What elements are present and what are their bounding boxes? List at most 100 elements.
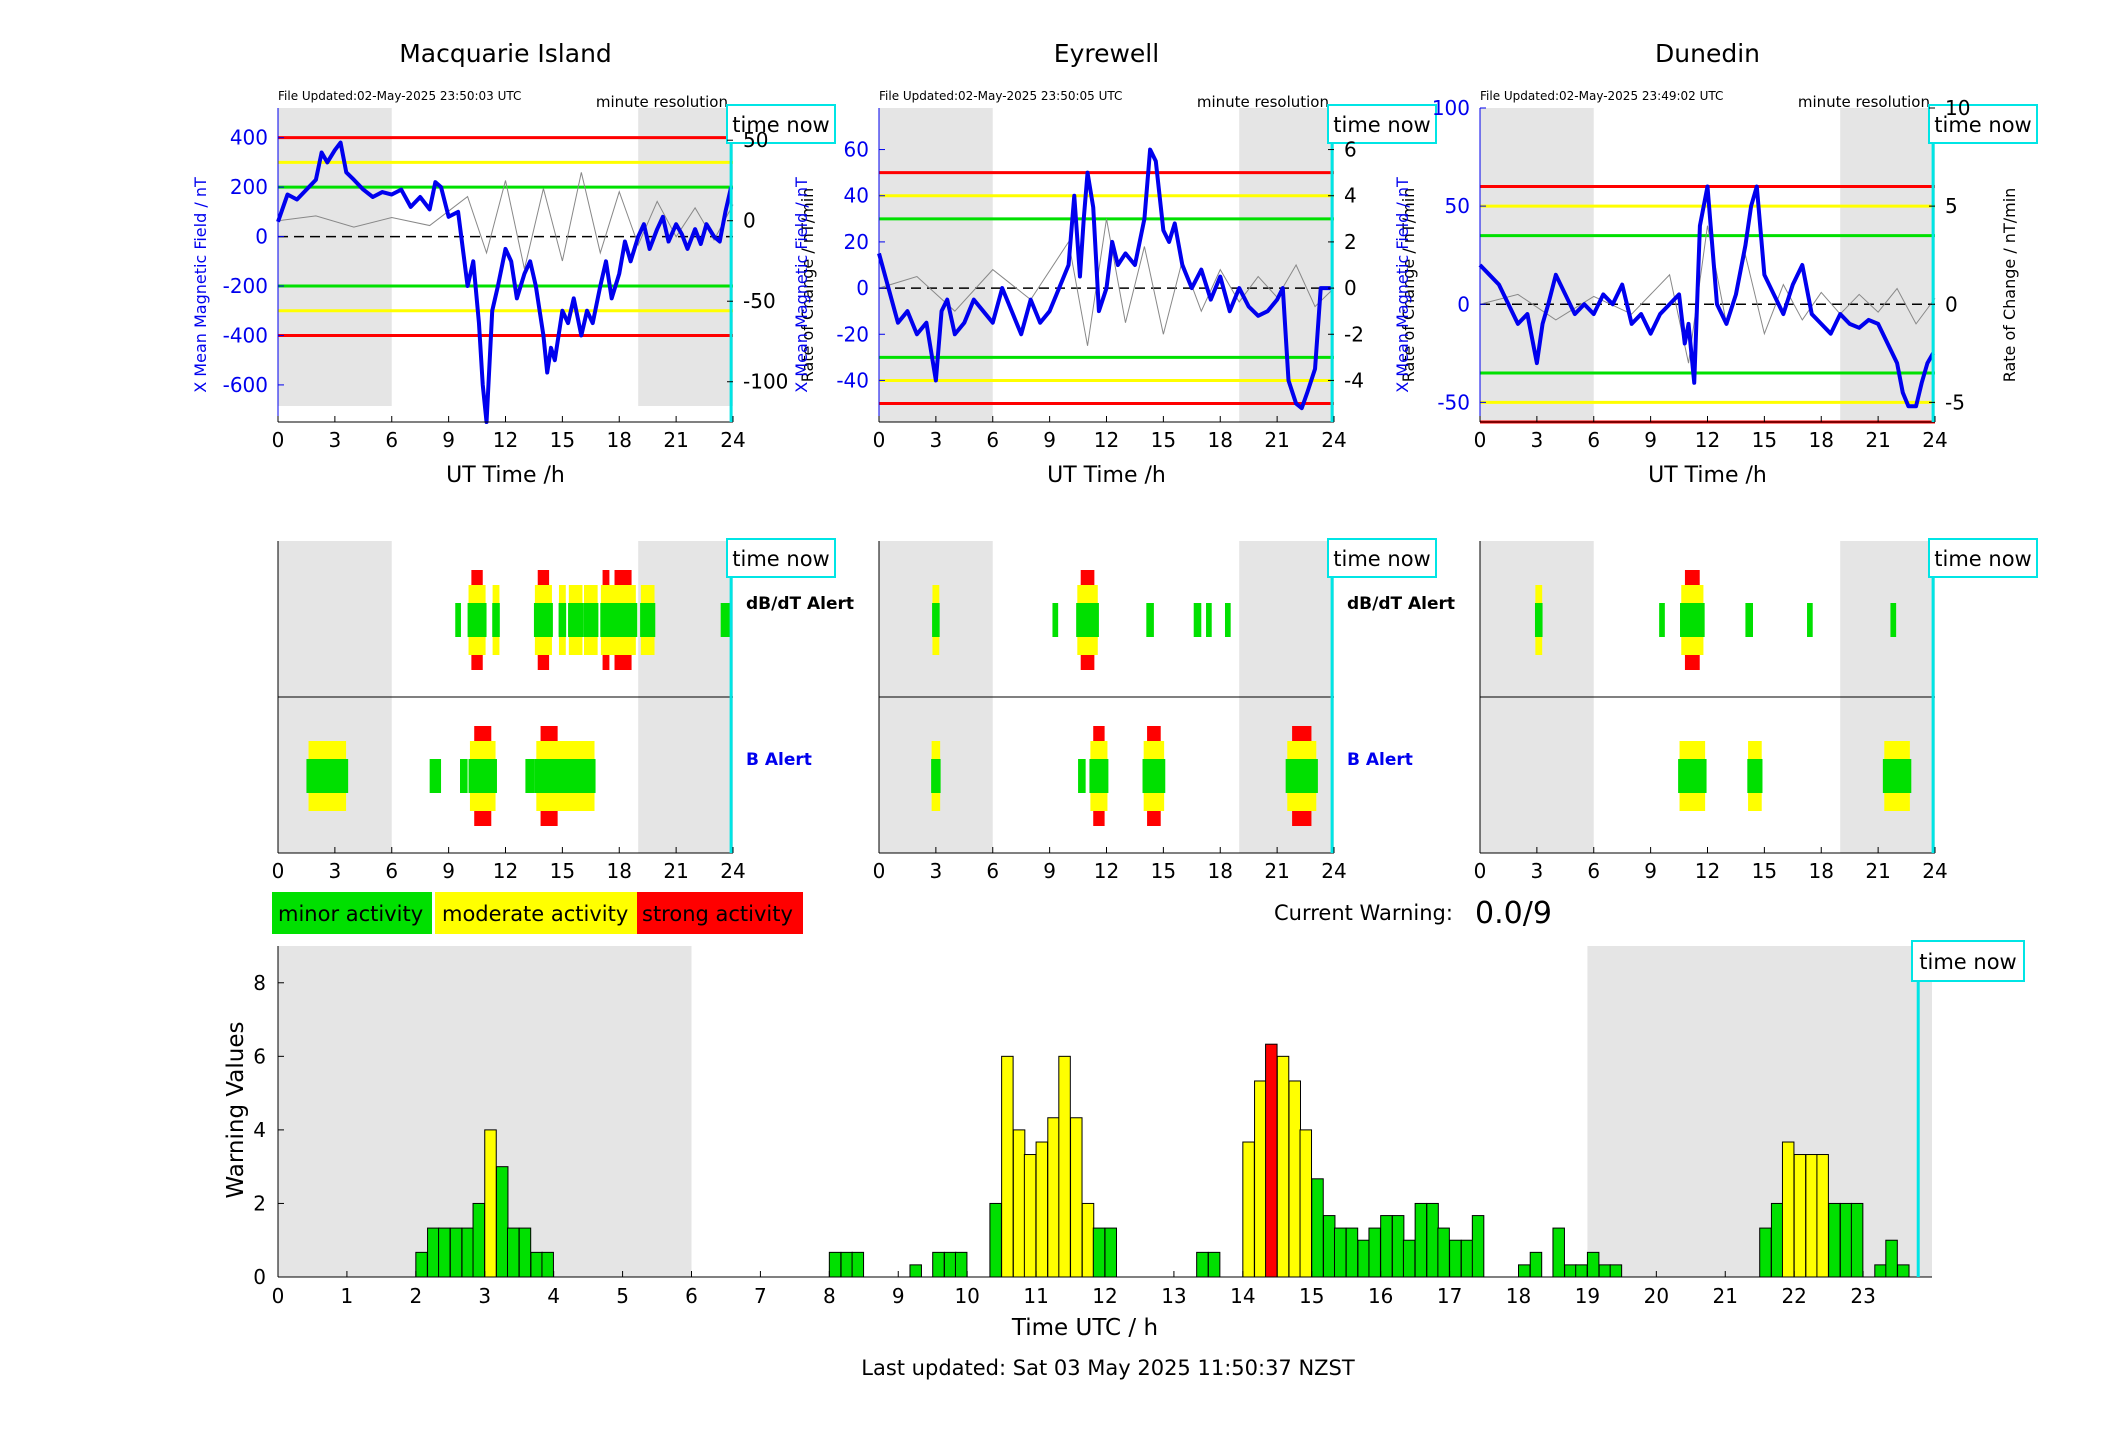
warning-bar xyxy=(840,1251,854,1278)
legend-strong-swatch xyxy=(637,892,803,934)
warning-bar xyxy=(1333,1227,1347,1278)
x-tick-label: 12 xyxy=(1092,1284,1117,1308)
warning-bar xyxy=(1449,1239,1462,1278)
y-tick-label: 4 xyxy=(253,1118,266,1142)
x-tick-label: 0 xyxy=(272,1284,285,1308)
x-tick-label: 0 xyxy=(1474,428,1487,452)
b-alert-label: B Alert xyxy=(746,750,812,770)
x-tick-label: 0 xyxy=(1474,859,1487,883)
x-tick-label: 3 xyxy=(478,1284,491,1308)
b-alert-label: B Alert xyxy=(1347,750,1413,770)
x-tick-label: 21 xyxy=(1264,859,1289,883)
night-shade xyxy=(1587,946,1932,1277)
x-tick-label: 12 xyxy=(1094,428,1119,452)
alert-minor-mark xyxy=(1678,759,1707,793)
minute-resolution-label: minute resolution xyxy=(1197,93,1329,111)
field-line xyxy=(877,147,1333,411)
x-tick-label: 2 xyxy=(409,1284,422,1308)
time-now-box xyxy=(1928,104,2038,144)
warning-bar xyxy=(1850,1202,1864,1278)
warning-bar xyxy=(1885,1239,1898,1278)
alert-minor-mark xyxy=(1747,759,1763,793)
warning-bar xyxy=(1816,1154,1829,1278)
time-now-box xyxy=(1327,538,1437,578)
station-title: Eyrewell xyxy=(1054,39,1159,68)
dbdt-alert-label: dB/dT Alert xyxy=(746,594,854,614)
y-axis-label: Warning Values xyxy=(223,1021,249,1198)
alert-minor-mark xyxy=(1078,759,1086,793)
left-tick-label: 100 xyxy=(1432,96,1470,120)
left-axis-label: X Mean Magnetic Field / nT xyxy=(792,177,811,393)
station-alert-panels: time now dB/dT Alert B Alert 0 3 6 9 12 15 18 21 24… xyxy=(272,538,2038,883)
warning-bar xyxy=(1196,1251,1209,1278)
night-shade xyxy=(1840,108,1935,422)
left-tick-label: 0 xyxy=(1457,292,1470,316)
legend-moderate-swatch xyxy=(435,892,637,934)
x-axis-label: UT Time /h xyxy=(446,463,565,488)
warning-bar xyxy=(1402,1239,1416,1278)
warning-bar xyxy=(1564,1264,1577,1278)
right-tick-label: 2 xyxy=(1344,230,1357,254)
warning-bar xyxy=(1104,1227,1117,1278)
right-tick-label: 5 xyxy=(1945,194,1958,218)
station-panel: Dunedin File Updated:02-May-2025 23:49:02… xyxy=(1393,39,2038,488)
x-tick-label: 9 xyxy=(1043,428,1056,452)
alert-minor-mark xyxy=(306,759,349,793)
x-tick-label: 9 xyxy=(892,1284,905,1308)
right-tick-label: 6 xyxy=(1344,138,1357,162)
alert-minor-mark xyxy=(574,759,596,793)
x-tick-label: 18 xyxy=(1208,859,1233,883)
alert-minor-mark xyxy=(1193,603,1202,637)
warning-bar xyxy=(427,1227,440,1278)
right-tick-label: 4 xyxy=(1344,184,1357,208)
x-tick-label: 3 xyxy=(1531,428,1544,452)
time-now-label: time now xyxy=(732,547,829,571)
warning-bar xyxy=(1793,1154,1807,1278)
warning-bar xyxy=(1047,1117,1060,1278)
alert-panel: time now dB/dT Alert B Alert 0 3 6 9 12 15 18 21 24 xyxy=(272,538,854,883)
x-tick-label: 18 xyxy=(1506,1284,1531,1308)
x-tick-label: 6 xyxy=(385,859,398,883)
warning-bar xyxy=(1897,1264,1910,1278)
x-tick-label: 21 xyxy=(663,859,688,883)
left-tick-label: -200 xyxy=(223,274,268,298)
alert-panel: time now 0 3 6 9 12 15 18 21 24 xyxy=(1474,538,2038,883)
alert-minor-mark xyxy=(1089,759,1109,793)
warning-bar xyxy=(506,1227,520,1278)
warning-bar xyxy=(1759,1227,1772,1278)
warning-bar xyxy=(1001,1055,1014,1278)
x-tick-label: 24 xyxy=(1922,859,1947,883)
left-tick-label: -50 xyxy=(1437,390,1470,414)
warning-bar xyxy=(495,1166,509,1278)
left-tick-label: -600 xyxy=(223,373,268,397)
x-tick-label: 3 xyxy=(329,859,342,883)
night-shade xyxy=(278,108,392,406)
y-tick-label: 0 xyxy=(253,1265,266,1289)
station-panel: Eyrewell File Updated:02-May-2025 23:50:0… xyxy=(792,39,1437,488)
left-tick-label: -400 xyxy=(223,323,268,347)
warning-bar xyxy=(1874,1264,1887,1278)
alert-minor-mark xyxy=(1224,603,1231,637)
warning-bar xyxy=(438,1227,451,1278)
time-now-label: time now xyxy=(1934,113,2031,137)
x-tick-label: 9 xyxy=(1644,859,1657,883)
minute-resolution-label: minute resolution xyxy=(596,93,728,111)
alert-minor-mark xyxy=(525,759,535,793)
warning-bar xyxy=(1575,1264,1588,1278)
x-tick-label: 15 xyxy=(550,428,575,452)
warning-bar xyxy=(1092,1227,1106,1278)
time-now-label: time now xyxy=(1934,547,2031,571)
warning-bar xyxy=(449,1227,463,1278)
left-tick-label: 0 xyxy=(856,276,869,300)
alert-minor-mark xyxy=(1890,603,1897,637)
x-tick-label: 9 xyxy=(1644,428,1657,452)
x-tick-label: 3 xyxy=(930,859,943,883)
warning-bar xyxy=(828,1251,842,1278)
right-tick-label: 0 xyxy=(743,209,756,233)
warning-bar xyxy=(1391,1215,1405,1278)
x-tick-label: 14 xyxy=(1230,1284,1255,1308)
alert-minor-mark xyxy=(1534,603,1543,637)
warning-bar xyxy=(851,1251,865,1278)
warning-bar xyxy=(1299,1129,1313,1278)
time-now-label: time now xyxy=(732,113,829,137)
